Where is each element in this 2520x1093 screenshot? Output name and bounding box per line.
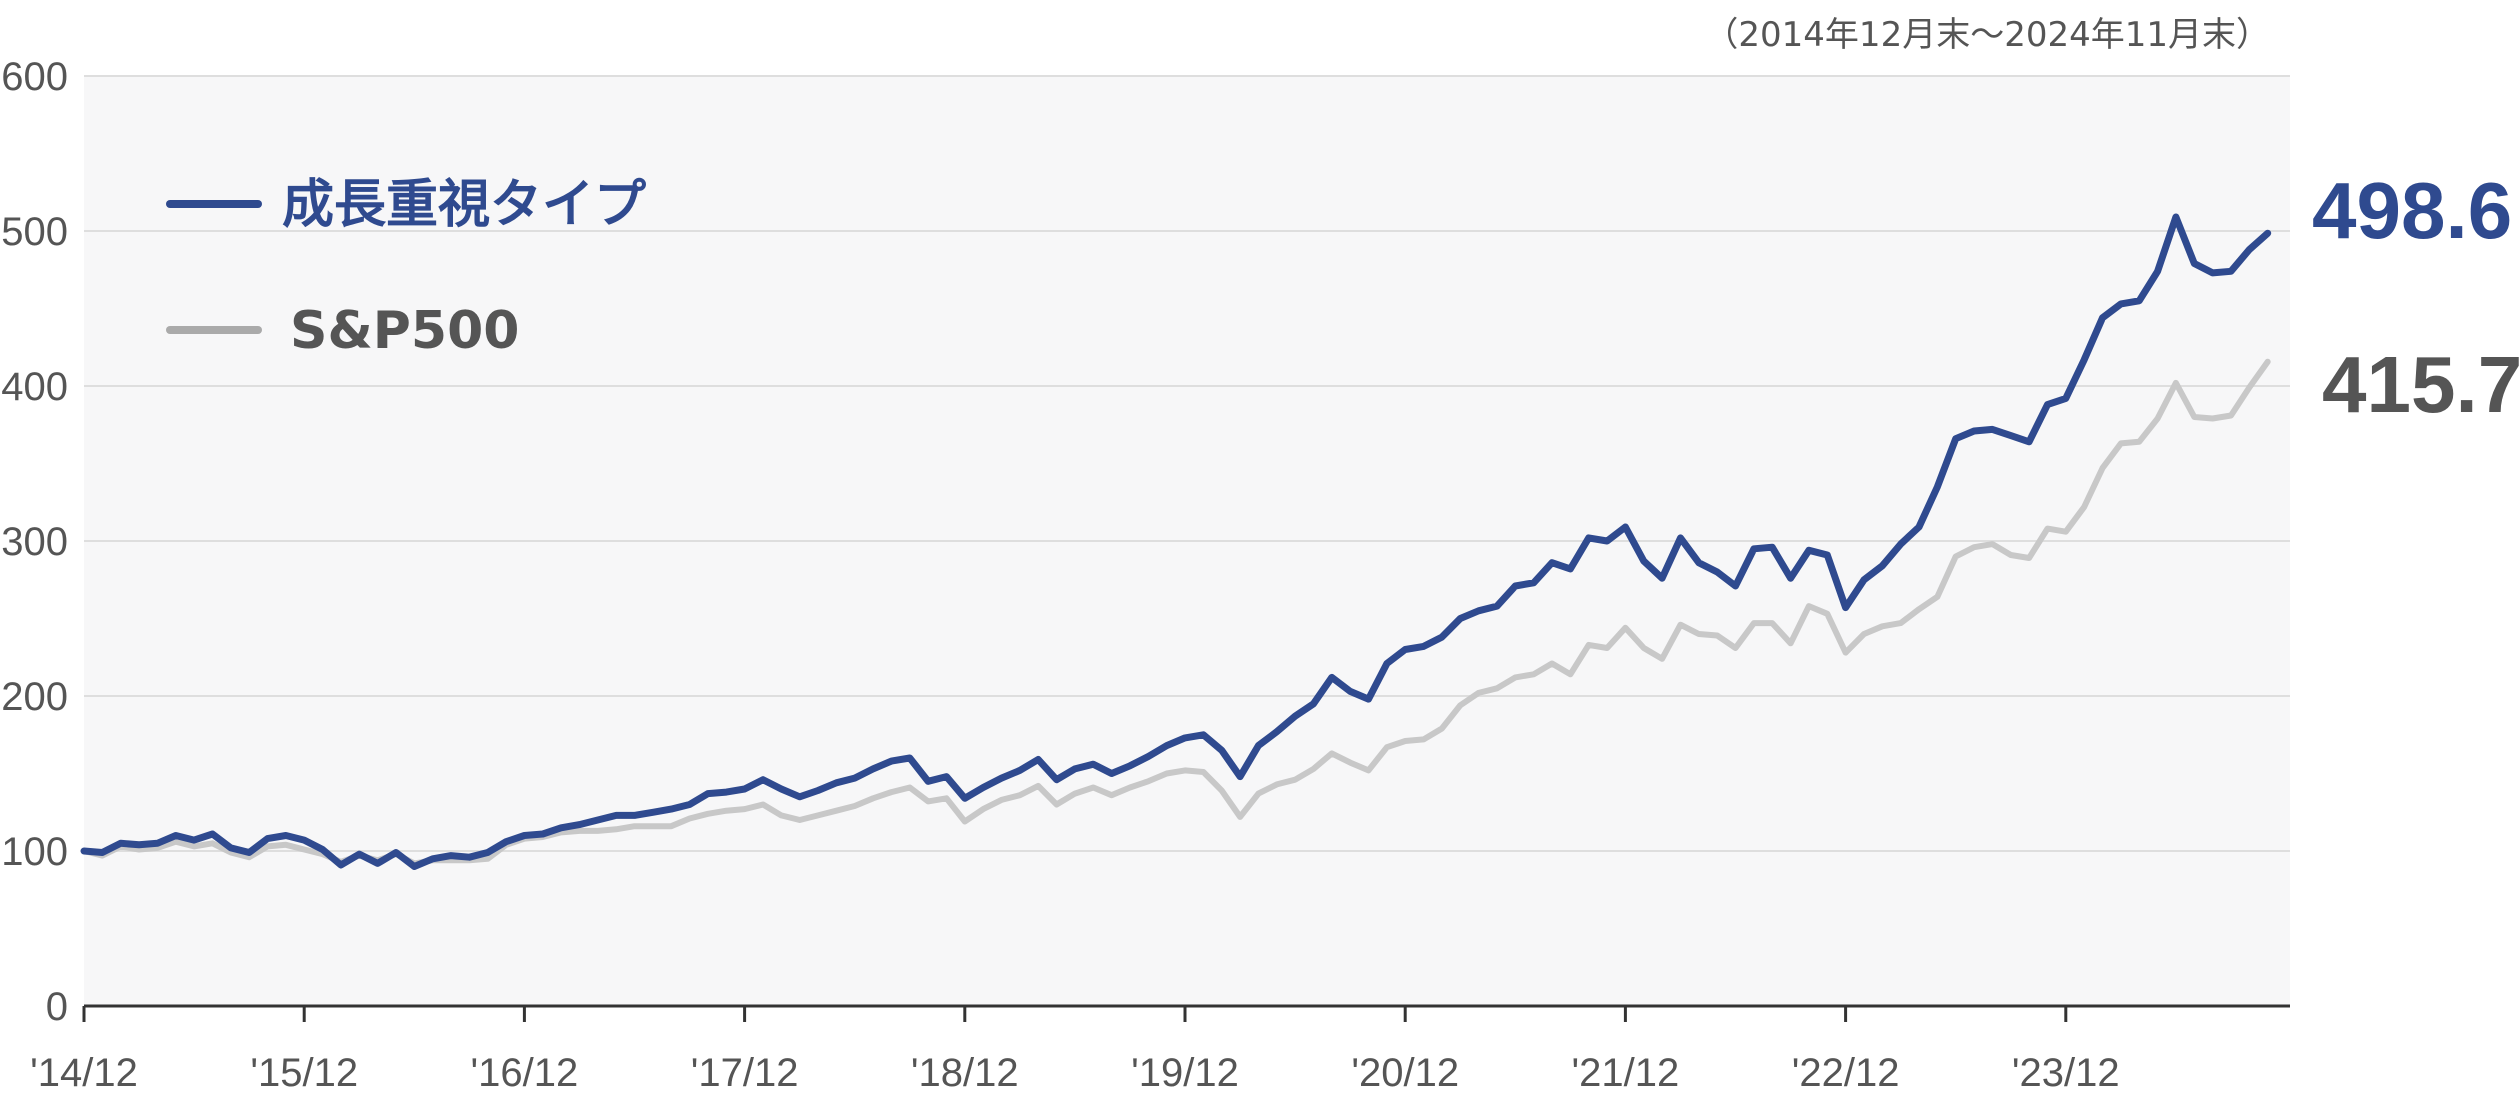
period-note: （2014年12月末～2024年11月末） xyxy=(1704,15,2270,55)
x-tick-label: '20/12 xyxy=(1351,1051,1459,1093)
series-line-growth xyxy=(80,213,2272,870)
legend-label-growth: 成長重視タイプ xyxy=(282,175,646,235)
y-tick-label-400: 400 xyxy=(1,365,68,409)
x-tick-label: '21/12 xyxy=(1572,1051,1680,1093)
x-tick-label: '23/12 xyxy=(2012,1051,2120,1093)
legend: 成長重視タイプ S&P500 xyxy=(166,175,646,361)
x-tick-label: '16/12 xyxy=(471,1051,579,1093)
x-tick-label: '14/12 xyxy=(30,1051,138,1093)
y-tick-label-300: 300 xyxy=(1,520,68,564)
series-lines xyxy=(80,213,2272,870)
y-tick-label-200: 200 xyxy=(1,675,68,719)
x-tick-label: '19/12 xyxy=(1131,1051,1239,1093)
y-axis-tick-labels: 0 100 200 300 400 500 600 xyxy=(1,55,68,1029)
y-tick-label-100: 100 xyxy=(1,830,68,874)
x-tick-label: '22/12 xyxy=(1792,1051,1900,1093)
end-value-growth: 498.6 xyxy=(2312,166,2512,255)
end-value-sp500: 415.7 xyxy=(2322,340,2520,429)
x-tick-label: '18/12 xyxy=(911,1051,1019,1093)
y-tick-label-0: 0 xyxy=(46,985,68,1029)
x-tick-label: '17/12 xyxy=(691,1051,799,1093)
x-axis: '14/12 '15/12 '16/12 '17/12 '18/12 '19/12 '20/… xyxy=(30,1004,2290,1093)
y-tick-label-600: 600 xyxy=(1,55,68,99)
gridlines xyxy=(84,75,2290,852)
series-line-sp500 xyxy=(81,358,2271,867)
y-tick-label-500: 500 xyxy=(1,210,68,254)
legend-label-sp500: S&P500 xyxy=(290,301,519,361)
x-tick-label: '15/12 xyxy=(250,1051,358,1093)
